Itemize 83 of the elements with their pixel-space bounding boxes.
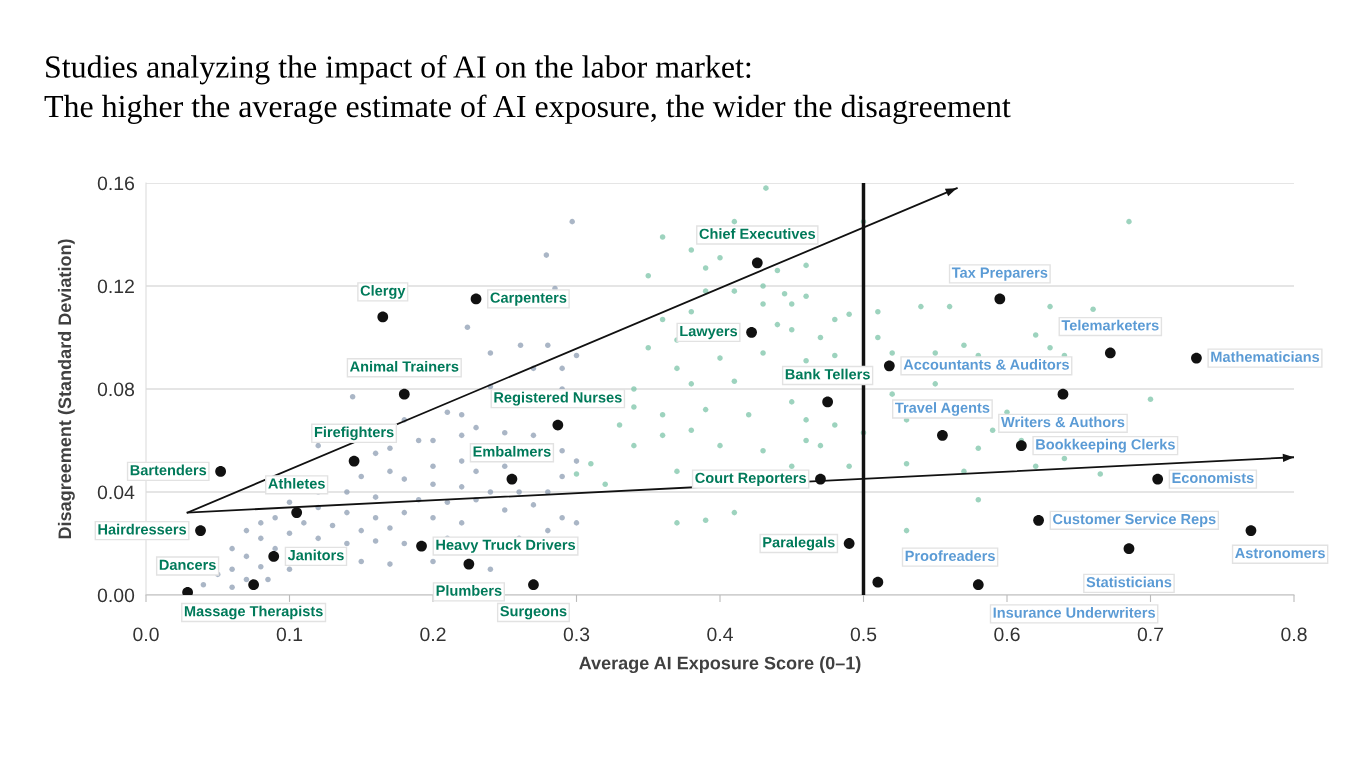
- point: [972, 579, 984, 591]
- point: [883, 360, 895, 372]
- x-tick-label: 0.5: [850, 627, 877, 642]
- annotation: Mathematicians: [1211, 351, 1320, 363]
- annotation: Carpenters: [490, 292, 567, 306]
- annotation: Insurance Underwriters: [993, 607, 1155, 618]
- point: [815, 473, 826, 485]
- annotation: Athletes: [268, 478, 325, 489]
- annotation: Clergy: [360, 285, 406, 299]
- annotation: Lawyers: [680, 326, 738, 340]
- point: [215, 466, 226, 477]
- point: [1057, 388, 1069, 400]
- x-tick-label: 0.0: [133, 627, 159, 642]
- x-tick-label: 0.1: [276, 627, 303, 642]
- annotation: Animal Trainers: [349, 360, 459, 372]
- annotation: Dancers: [159, 559, 216, 570]
- annotation: Surgeons: [500, 606, 567, 620]
- y-tick-label: 0.04: [97, 485, 135, 500]
- annotation: Writers & Authors: [1000, 416, 1125, 428]
- x-tick-label: 0.3: [563, 627, 590, 642]
- point: [506, 473, 518, 485]
- point: [470, 293, 482, 305]
- annotation: Astronomers: [1235, 547, 1325, 559]
- annotation: Customer Service Reps: [1053, 513, 1216, 528]
- point: [552, 419, 564, 431]
- point: [843, 538, 855, 549]
- point: [348, 455, 360, 467]
- point: [463, 558, 475, 570]
- point: [746, 326, 757, 338]
- annotation: Bank Tellers: [785, 368, 870, 380]
- y-tick-label: 0.12: [97, 279, 134, 294]
- annotation: Embalmers: [473, 445, 551, 457]
- point: [1104, 347, 1116, 359]
- annotation: Economists: [1172, 472, 1254, 484]
- y-tick-label: 0.00: [97, 588, 135, 603]
- annotation: Chief Executives: [699, 228, 816, 239]
- annotation: Hairdressers: [98, 523, 187, 535]
- annotation: Statisticians: [1086, 576, 1172, 588]
- point: [195, 525, 206, 536]
- point: [248, 579, 259, 591]
- annotation: Heavy Truck Drivers: [436, 539, 576, 553]
- annotation: Firefighters: [314, 426, 394, 441]
- x-tick-label: 0.6: [994, 627, 1020, 642]
- point: [822, 396, 833, 408]
- y-tick-label: 0.16: [97, 176, 135, 191]
- point: [1123, 543, 1135, 555]
- point: [416, 540, 427, 552]
- point: [398, 388, 410, 400]
- point: [528, 579, 539, 591]
- annotation: Bookkeeping Clerks: [1036, 438, 1175, 453]
- point: [1033, 514, 1044, 526]
- annotation: Travel Agents: [895, 402, 990, 416]
- annotation: Telemarketers: [1061, 319, 1159, 331]
- point: [1245, 525, 1257, 536]
- point: [872, 576, 884, 588]
- x-tick-label: 0.2: [420, 627, 446, 642]
- annotation: Massage Therapists: [184, 605, 323, 620]
- x-tick-label: 0.4: [707, 627, 733, 642]
- x-axis-title: Average AI Exposure Score (0–1): [579, 656, 861, 674]
- annotation: Bartenders: [130, 464, 207, 476]
- point: [751, 257, 763, 269]
- annotation: Proofreaders: [905, 550, 995, 562]
- annotation: Tax Preparers: [951, 267, 1048, 281]
- point: [377, 311, 389, 323]
- x-tick-label: 0.8: [1281, 627, 1307, 642]
- point: [1152, 473, 1164, 485]
- x-tick-label: 0.7: [1137, 627, 1164, 642]
- point: [937, 429, 948, 441]
- chart-title: Studies analyzing the impact of AI on the labor market: The higher the average estimate of AI exposure, the wider the disagreement: [44, 55, 1011, 124]
- point: [291, 507, 303, 518]
- annotation: Janitors: [287, 549, 344, 561]
- y-axis-title: Disagreement (Standard Deviation): [57, 239, 75, 539]
- point: [994, 293, 1006, 305]
- point: [1015, 440, 1027, 452]
- annotation: Plumbers: [436, 585, 502, 596]
- point: [268, 551, 280, 562]
- y-tick-label: 0.08: [97, 382, 135, 397]
- point: [182, 587, 193, 595]
- point: [1191, 352, 1202, 364]
- annotation: Paralegals: [763, 536, 835, 551]
- annotation: Accountants & Auditors: [903, 359, 1069, 370]
- annotation: Court Reporters: [695, 472, 806, 486]
- annotation: Registered Nurses: [494, 391, 622, 406]
